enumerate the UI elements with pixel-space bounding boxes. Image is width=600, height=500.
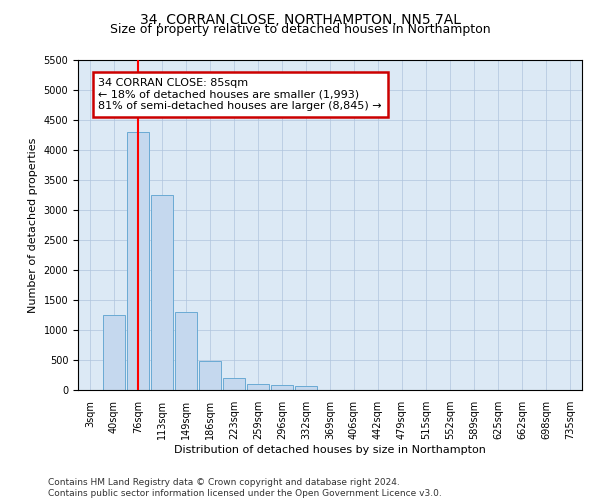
Text: 34, CORRAN CLOSE, NORTHAMPTON, NN5 7AL: 34, CORRAN CLOSE, NORTHAMPTON, NN5 7AL (139, 12, 461, 26)
Bar (127, 132, 149, 390)
Bar (103, 315, 125, 390)
Text: Contains HM Land Registry data © Crown copyright and database right 2024.
Contai: Contains HM Land Registry data © Crown c… (48, 478, 442, 498)
Bar (199, 361, 221, 390)
Bar (151, 195, 173, 390)
Bar (247, 384, 269, 390)
Bar (271, 385, 293, 390)
Bar (175, 312, 197, 390)
Y-axis label: Number of detached properties: Number of detached properties (28, 138, 38, 312)
Text: Size of property relative to detached houses in Northampton: Size of property relative to detached ho… (110, 22, 490, 36)
X-axis label: Distribution of detached houses by size in Northampton: Distribution of detached houses by size … (174, 445, 486, 455)
Bar (295, 386, 317, 390)
Bar (223, 378, 245, 390)
Text: 34 CORRAN CLOSE: 85sqm
← 18% of detached houses are smaller (1,993)
81% of semi-: 34 CORRAN CLOSE: 85sqm ← 18% of detached… (98, 78, 382, 111)
